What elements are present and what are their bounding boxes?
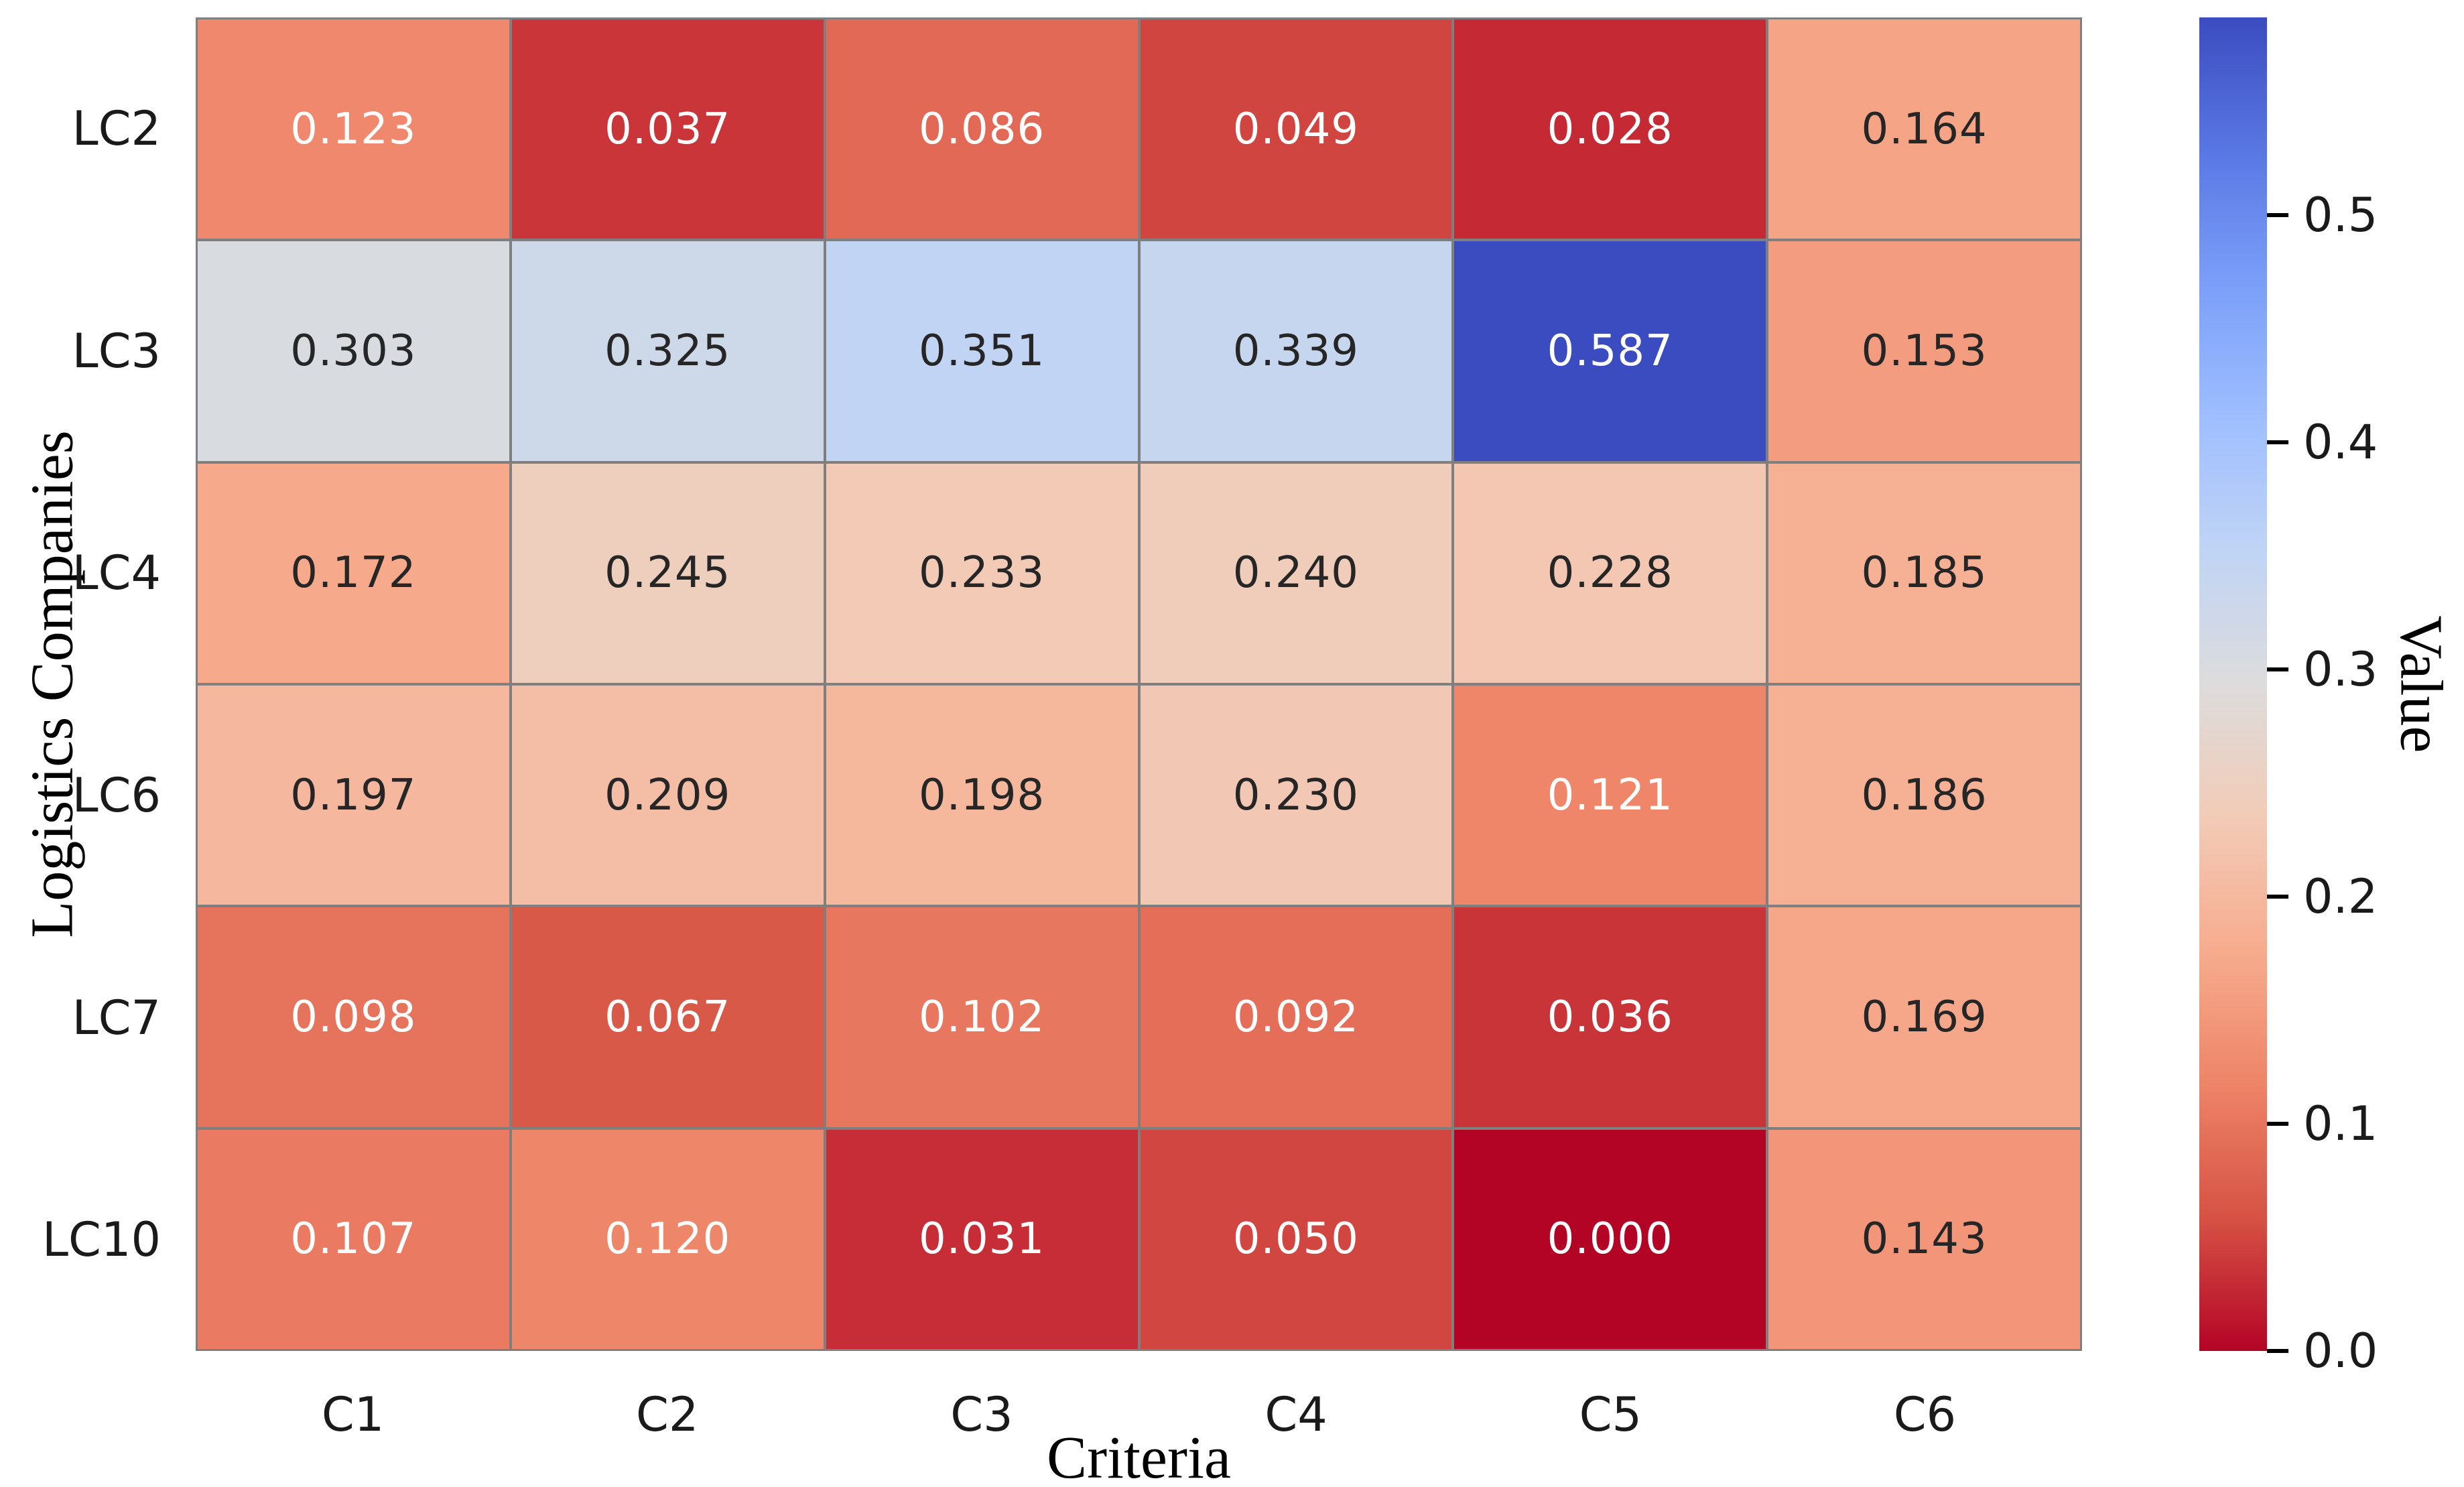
heatmap-cell-LC7-C4: 0.092 (1140, 907, 1452, 1127)
heatmap-cell-LC7-C6: 0.169 (1768, 907, 2080, 1127)
colorbar-tick (2267, 667, 2288, 671)
colorbar-tick-label-0.1: 0.1 (2303, 1096, 2378, 1151)
heatmap-cell-LC6-C3: 0.198 (826, 686, 1138, 905)
x-tick-label-C1: C1 (321, 1387, 385, 1442)
x-tick-label-C6: C6 (1893, 1387, 1957, 1442)
colorbar-tick-label-0.3: 0.3 (2303, 641, 2378, 697)
heatmap-cell-LC4-C2: 0.245 (511, 463, 824, 683)
y-tick-label-LC7: LC7 (72, 990, 161, 1045)
heatmap-cell-LC10-C3: 0.031 (826, 1129, 1138, 1349)
colorbar-tick (2267, 212, 2288, 217)
heatmap-cell-LC3-C6: 0.153 (1768, 241, 2080, 461)
colorbar-tick (2267, 1349, 2288, 1353)
heatmap-cell-LC6-C5: 0.121 (1454, 686, 1766, 905)
heatmap-cell-LC6-C4: 0.230 (1140, 686, 1452, 905)
heatmap-cell-LC3-C4: 0.339 (1140, 241, 1452, 461)
y-tick-label-LC6: LC6 (72, 767, 161, 823)
x-axis-label: Criteria (1047, 1425, 1231, 1487)
heatmap-cell-LC4-C6: 0.185 (1768, 463, 2080, 683)
x-tick-label-C5: C5 (1579, 1387, 1642, 1442)
heatmap-cell-LC6-C1: 0.197 (198, 686, 509, 905)
heatmap-cell-LC7-C5: 0.036 (1454, 907, 1766, 1127)
x-tick-label-C3: C3 (950, 1387, 1013, 1442)
colorbar (2199, 17, 2267, 1351)
heatmap-cell-LC3-C5: 0.587 (1454, 241, 1766, 461)
heatmap-cell-LC2-C4: 0.049 (1140, 19, 1452, 239)
heatmap-cell-LC6-C2: 0.209 (511, 686, 824, 905)
heatmap-cell-LC10-C5: 0.000 (1454, 1129, 1766, 1349)
colorbar-tick-label-0.4: 0.4 (2303, 414, 2378, 470)
heatmap-grid: 0.123 0.037 0.086 0.049 0.028 0.164 0.303 0.325… (196, 17, 2082, 1351)
colorbar-tick-label-0.2: 0.2 (2303, 868, 2378, 924)
colorbar-tick (2267, 440, 2288, 444)
heatmap-cell-LC6-C6: 0.186 (1768, 686, 2080, 905)
y-tick-label-LC10: LC10 (42, 1212, 161, 1268)
heatmap-cell-LC7-C1: 0.098 (198, 907, 509, 1127)
x-tick-label-C4: C4 (1265, 1387, 1327, 1442)
colorbar-tick-label-0.0: 0.0 (2303, 1323, 2378, 1378)
heatmap-cell-LC2-C1: 0.123 (198, 19, 509, 239)
heatmap-cell-LC4-C4: 0.240 (1140, 463, 1452, 683)
heatmap-cell-LC4-C3: 0.233 (826, 463, 1138, 683)
colorbar-label: Value (2388, 615, 2455, 753)
heatmap-cell-LC10-C4: 0.050 (1140, 1129, 1452, 1349)
heatmap-cell-LC7-C2: 0.067 (511, 907, 824, 1127)
heatmap-cell-LC2-C3: 0.086 (826, 19, 1138, 239)
heatmap-cell-LC2-C6: 0.164 (1768, 19, 2080, 239)
heatmap-cell-LC4-C5: 0.228 (1454, 463, 1766, 683)
colorbar-tick (2267, 1121, 2288, 1126)
heatmap-cell-LC2-C5: 0.028 (1454, 19, 1766, 239)
heatmap-cell-LC10-C6: 0.143 (1768, 1129, 2080, 1349)
y-tick-label-LC4: LC4 (72, 545, 161, 601)
heatmap-cell-LC3-C3: 0.351 (826, 241, 1138, 461)
y-tick-label-LC3: LC3 (72, 323, 161, 379)
x-tick-labels: C1 C2 C3 C4 C5 C6 (196, 1387, 2082, 1442)
colorbar-tick (2267, 894, 2288, 899)
heatmap-cell-LC3-C2: 0.325 (511, 241, 824, 461)
heatmap-cell-LC3-C1: 0.303 (198, 241, 509, 461)
heatmap-cell-LC10-C2: 0.120 (511, 1129, 824, 1349)
heatmap-cell-LC2-C2: 0.037 (511, 19, 824, 239)
heatmap-cell-LC10-C1: 0.107 (198, 1129, 509, 1349)
x-tick-label-C2: C2 (636, 1387, 699, 1442)
heatmap-cell-LC4-C1: 0.172 (198, 463, 509, 683)
heatmap-cell-LC7-C3: 0.102 (826, 907, 1138, 1127)
y-tick-labels: LC2 LC3 LC4 LC6 LC7 LC10 (0, 17, 161, 1351)
colorbar-tick-label-0.5: 0.5 (2303, 187, 2378, 243)
y-tick-label-LC2: LC2 (72, 101, 161, 156)
